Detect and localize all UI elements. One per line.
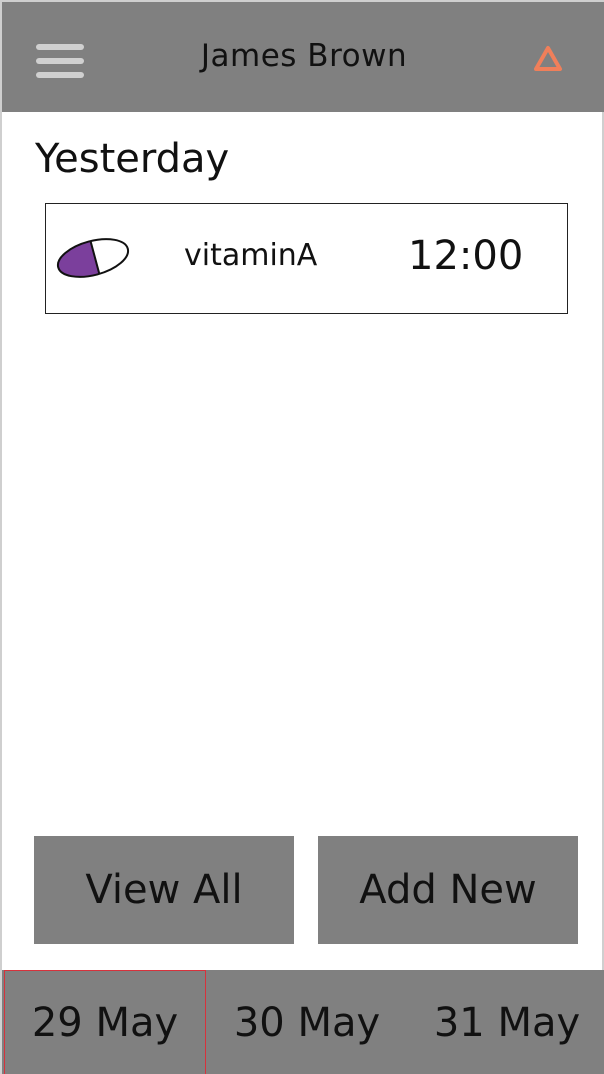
- date-selector-bar: 29 May 30 May 31 May: [2, 970, 604, 1074]
- date-tab-31-may[interactable]: 31 May: [433, 1000, 581, 1046]
- top-app-bar: James Brown: [2, 2, 604, 112]
- medication-card[interactable]: vitaminA 12:00: [45, 203, 568, 314]
- hamburger-menu-icon[interactable]: [36, 44, 86, 80]
- section-heading-yesterday: Yesterday: [35, 136, 230, 182]
- view-all-button[interactable]: View All: [34, 836, 294, 944]
- medication-name: vitaminA: [184, 238, 318, 273]
- add-new-button[interactable]: Add New: [318, 836, 578, 944]
- user-name-title: James Brown: [200, 38, 408, 74]
- warning-triangle-icon[interactable]: [532, 44, 564, 72]
- date-tab-29-may[interactable]: 29 May: [4, 970, 206, 1074]
- pill-icon: [53, 236, 132, 284]
- date-tab-30-may[interactable]: 30 May: [233, 1000, 381, 1046]
- medication-time: 12:00: [408, 233, 524, 279]
